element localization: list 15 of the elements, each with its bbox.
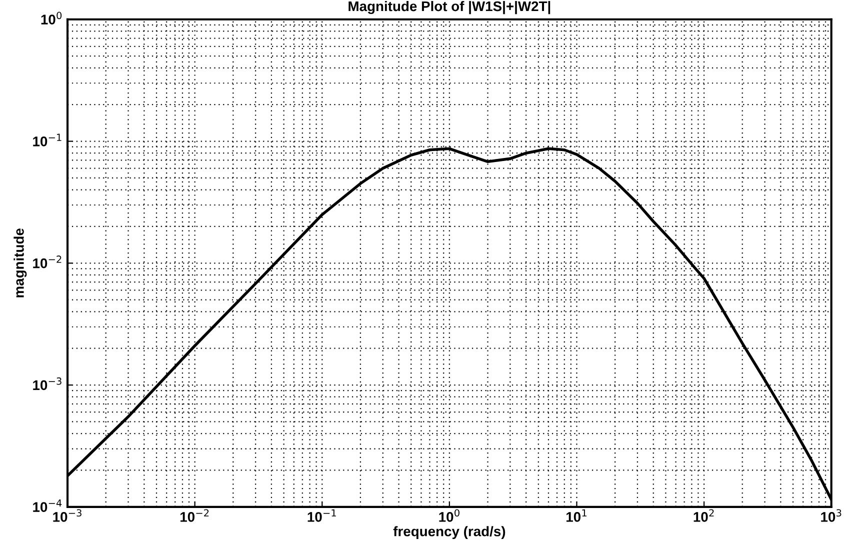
y-tick-label: 10$^{−1}$ <box>33 134 62 146</box>
x-tick-label: 10$^{2}$ <box>694 509 714 522</box>
x-tick-label: 10$^{−2}$ <box>180 509 209 522</box>
x-tick-label: 10$^{3}$ <box>821 509 842 522</box>
y-tick-label: 10$^{0}$ <box>41 12 62 24</box>
x-tick-label: 10$^{0}$ <box>439 509 460 522</box>
y-tick-label: 10$^{−4}$ <box>33 499 62 512</box>
x-axis-title: frequency (rad/s) <box>393 526 506 540</box>
x-tick-label: 10$^{−1}$ <box>308 509 336 522</box>
chart-title: Magnitude Plot of |W1S|+|W2T| <box>348 0 550 14</box>
x-tick-label: 10$^{−3}$ <box>53 509 82 522</box>
x-tick-label: 10$^{1}$ <box>566 509 586 522</box>
y-tick-label: 10$^{−2}$ <box>33 256 62 268</box>
y-tick-label: 10$^{−3}$ <box>33 377 62 390</box>
y-axis-title: magnitude <box>14 228 27 298</box>
